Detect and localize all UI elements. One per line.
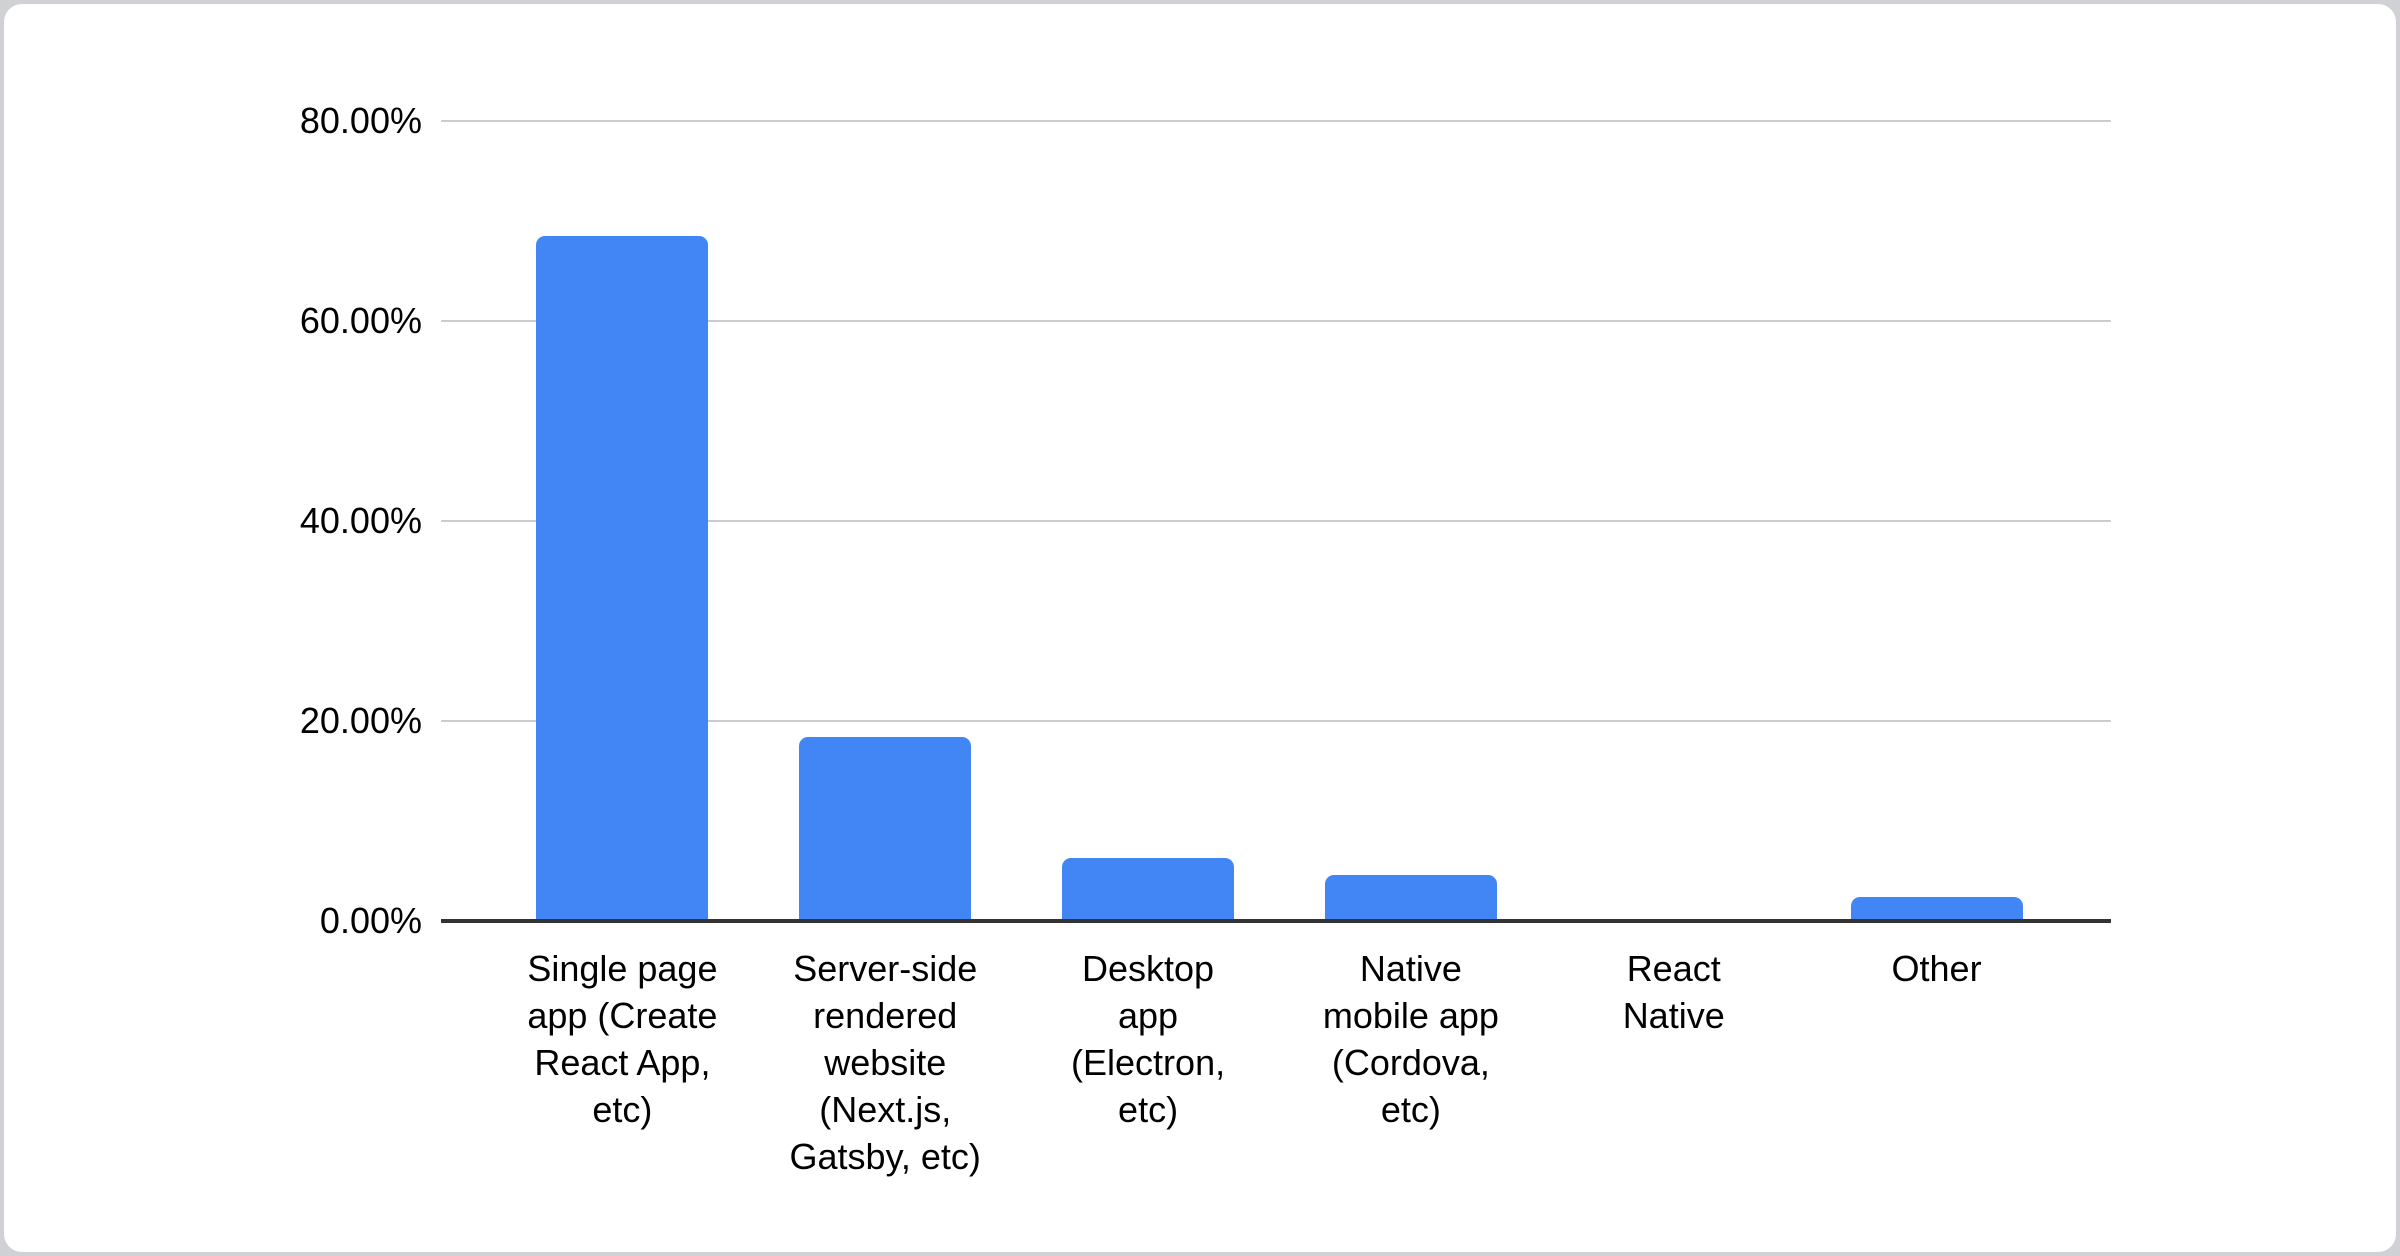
x-tick-label-react-native: React Native (1622, 948, 1725, 1036)
bar-single-page-app-create-react-app-etc[interactable] (536, 236, 709, 921)
y-tick-label-80: 80.00% (299, 100, 422, 141)
y-tick-label-40: 40.00% (299, 500, 422, 541)
x-slot-server-side-rendered-website-next-js-gatsby-etc: Server-side rendered website (Next.js, G… (754, 945, 1017, 1180)
chart-card: 80.00% 60.00% 40.00% 20.00% 0.00% Single pag… (4, 4, 2396, 1252)
gridline-80 (441, 120, 2111, 122)
x-tick-label-other: Other (1891, 948, 1982, 989)
x-axis-line (441, 919, 2111, 923)
bar-other[interactable] (1850, 897, 2023, 921)
x-slot-single-page-app-create-react-app-etc: Single page app (Create React App, etc) (491, 945, 754, 1180)
gridline-40 (441, 520, 2111, 522)
y-tick-label-0: 0.00% (319, 900, 422, 941)
x-axis: Single page app (Create React App, etc) S… (491, 945, 2068, 1180)
plot-area (441, 120, 2111, 923)
bar-slot-native-mobile-app-cordova-etc (1279, 121, 1542, 921)
x-tick-label-server-side-rendered-website-next-js-gatsby-etc: Server-side rendered website (Next.js, G… (789, 948, 981, 1177)
y-axis: 80.00% 60.00% 40.00% 20.00% 0.00% (4, 100, 422, 941)
x-tick-label-single-page-app-create-react-app-etc: Single page app (Create React App, etc) (527, 948, 718, 1130)
y-tick-label-60: 60.00% (299, 300, 422, 341)
y-tick-label-20: 20.00% (299, 700, 422, 741)
bar-desktop-app-electron-etc[interactable] (1062, 858, 1235, 921)
bar-slot-desktop-app-electron-etc (1017, 121, 1280, 921)
gridline-60 (441, 320, 2111, 322)
bar-slot-server-side-rendered-website-next-js-gatsby-etc (754, 121, 1017, 921)
bar-slot-single-page-app-create-react-app-etc (491, 121, 754, 921)
x-slot-other: Other (1805, 945, 2068, 1180)
x-tick-label-native-mobile-app-cordova-etc: Native mobile app (Cordova, etc) (1322, 948, 1499, 1130)
bar-server-side-rendered-website-next-js-gatsby-etc[interactable] (799, 737, 972, 921)
bar-slot-other (1805, 121, 2068, 921)
bar-series (491, 121, 2068, 921)
gridline-20 (441, 720, 2111, 722)
x-slot-react-native: React Native (1542, 945, 1805, 1180)
x-tick-label-desktop-app-electron-etc: Desktop app (Electron, etc) (1071, 948, 1226, 1130)
bar-slot-react-native (1542, 121, 1805, 921)
x-slot-desktop-app-electron-etc: Desktop app (Electron, etc) (1017, 945, 1280, 1180)
x-slot-native-mobile-app-cordova-etc: Native mobile app (Cordova, etc) (1279, 945, 1542, 1180)
bar-native-mobile-app-cordova-etc[interactable] (1324, 875, 1497, 921)
